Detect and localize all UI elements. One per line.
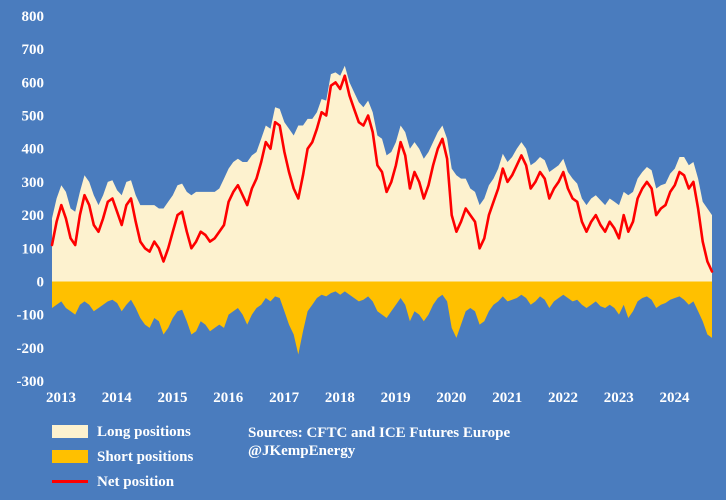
- net-position-swatch: [52, 480, 88, 483]
- x-axis-label: 2023: [604, 390, 634, 406]
- y-axis-label: -200: [17, 341, 45, 357]
- legend-label-short: Short positions: [97, 448, 194, 465]
- x-axis-label: 2024: [660, 390, 691, 406]
- x-axis-label: 2021: [492, 390, 522, 406]
- x-axis-label: 2014: [102, 390, 133, 406]
- credit-line: @JKempEnergy: [248, 443, 356, 459]
- y-axis-label: 600: [22, 75, 45, 91]
- chart-canvas: 8007006005004003002001000-100-200-300201…: [17, 9, 714, 406]
- short-positions-area: [52, 281, 712, 355]
- y-axis-label: 200: [22, 208, 45, 224]
- y-axis-label: 500: [22, 109, 45, 125]
- net-position-line: [50, 74, 714, 273]
- chart-legend: Long positions Short positions Net posit…: [52, 423, 193, 498]
- short-positions-swatch: [52, 450, 88, 463]
- y-axis-label: 700: [22, 42, 45, 58]
- y-axis-label: -100: [17, 308, 45, 324]
- x-axis-label: 2017: [269, 390, 300, 406]
- x-axis-label: 2013: [46, 390, 76, 406]
- legend-item-net: Net position: [52, 473, 193, 490]
- sources-line: Sources: CFTC and ICE Futures Europe: [248, 425, 511, 441]
- x-axis-label: 2020: [436, 390, 466, 406]
- long-positions-swatch: [52, 425, 88, 438]
- y-axis-label: 400: [22, 142, 45, 158]
- sources-annotation: Sources: CFTC and ICE Futures Europe @JK…: [248, 424, 510, 460]
- plot-area: 800 700 600 500 400 300 200 100 0 -100 -200 -300 201…: [17, 9, 714, 406]
- y-axis-label: 0: [37, 275, 45, 291]
- x-axis-label: 2022: [548, 390, 578, 406]
- y-axis-label: 300: [22, 175, 45, 191]
- x-axis-label: 2019: [381, 390, 411, 406]
- x-axis-label: 2018: [325, 390, 355, 406]
- x-axis-label: 2016: [213, 390, 244, 406]
- y-axis-label: -300: [17, 374, 45, 390]
- legend-label-net: Net position: [97, 473, 175, 490]
- legend-item-long: Long positions: [52, 423, 193, 440]
- legend-item-short: Short positions: [52, 448, 193, 465]
- legend-label-long: Long positions: [97, 423, 191, 440]
- y-axis-label: 800: [22, 9, 45, 25]
- y-axis-label: 100: [22, 241, 45, 257]
- x-axis-label: 2015: [158, 390, 188, 406]
